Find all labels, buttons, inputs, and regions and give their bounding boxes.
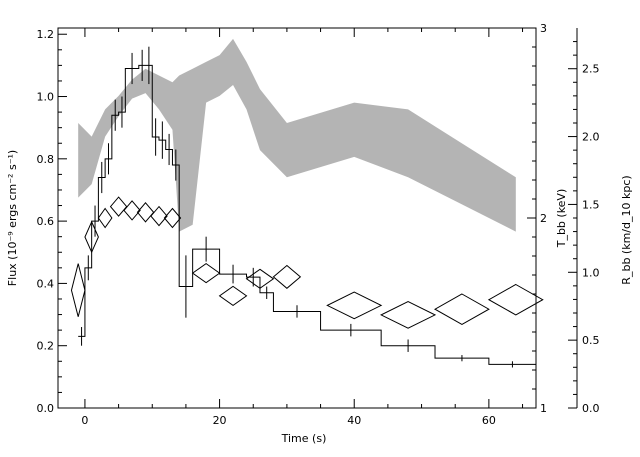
temperature-point (218, 285, 248, 307)
y-outer-tick-label: 2.0 (582, 131, 600, 144)
y-axis-label-left: Flux (10⁻⁹ ergs cm⁻² s⁻¹) (6, 150, 19, 286)
y-outer-tick-label: 0.5 (582, 334, 600, 347)
temperature-diamonds-layer (70, 196, 544, 329)
axes-layer: 0 20 40 60 0.0 0.2 0.4 0.6 0.8 1.0 1.2 1 2 3 0.0 0.5 1.0… (37, 22, 600, 427)
temperature-point (109, 196, 128, 217)
temperature-point (191, 262, 221, 284)
x-tick-label: 20 (213, 414, 227, 427)
x-tick-label: 0 (81, 414, 88, 427)
y-left-tick-label: 0.6 (37, 215, 55, 228)
flux-histogram-line (78, 64, 536, 365)
y-inner-tick-label: 3 (540, 22, 547, 35)
y-outer-tick-label: 2.5 (582, 63, 600, 76)
temperature-point (433, 293, 490, 325)
y-inner-tick-label: 1 (540, 402, 547, 415)
temperature-point (163, 207, 182, 229)
temperature-point (245, 268, 275, 289)
y-left-tick-label: 0.8 (37, 153, 55, 166)
y-axis-label-inner-right: T_bb (keV) (555, 189, 568, 249)
y-outer-tick-label: 1.5 (582, 198, 600, 211)
x-axis-label: Time (s) (281, 432, 327, 445)
temperature-point (272, 264, 302, 289)
temperature-point (150, 205, 168, 227)
radius-band (78, 38, 516, 232)
y-left-tick-label: 0.4 (37, 277, 55, 290)
temperature-point (326, 291, 383, 320)
x-tick-label: 40 (347, 414, 361, 427)
y-outer-tick-label: 0.0 (582, 402, 600, 415)
y-axis-label-outer-right: R_bb (km/d_10 kpc) (620, 175, 633, 284)
temperature-point (136, 202, 155, 223)
y-left-tick-label: 0.0 (37, 402, 55, 415)
temperature-point (380, 301, 437, 329)
temperature-point (70, 263, 86, 317)
flux-histogram-layer (78, 46, 536, 368)
temperature-point (487, 283, 544, 316)
temperature-point (123, 200, 141, 221)
y-outer-tick-label: 1.0 (582, 266, 600, 279)
y-left-tick-label: 1.0 (37, 91, 55, 104)
temperature-point (97, 207, 113, 229)
x-tick-label: 60 (482, 414, 496, 427)
temperature-point (84, 220, 99, 254)
y-left-tick-label: 1.2 (37, 28, 55, 41)
radius-band-layer (78, 38, 516, 232)
y-left-tick-label: 0.2 (37, 340, 55, 353)
y-inner-tick-label: 2 (540, 212, 547, 225)
